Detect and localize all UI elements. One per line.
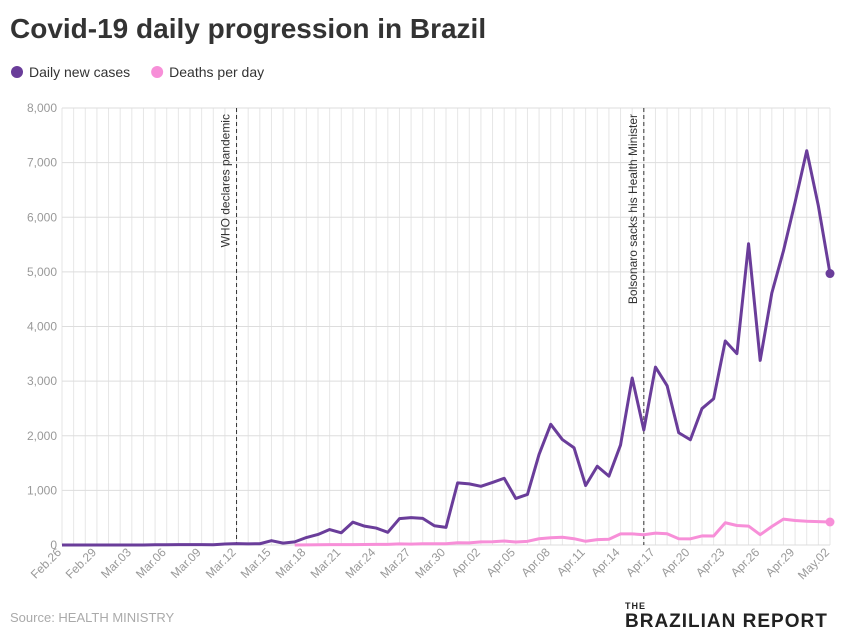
chart-title: Covid-19 daily progression in Brazil — [10, 13, 486, 44]
y-tick-label: 0 — [50, 538, 57, 552]
x-tick-label: Mar.18 — [273, 545, 309, 581]
x-tick-label: Mar.06 — [133, 545, 169, 581]
end-point — [825, 517, 835, 527]
x-tick-label: Apr.11 — [554, 545, 588, 579]
annotation-label: WHO declares pandemic — [219, 114, 233, 247]
x-tick-label: Apr.14 — [588, 545, 623, 580]
x-tick-label: Mar.30 — [412, 545, 448, 581]
y-tick-label: 1,000 — [27, 483, 57, 497]
brand-main: BRAZILIAN REPORT — [625, 611, 828, 632]
legend-swatch — [11, 66, 23, 78]
y-tick-label: 8,000 — [27, 101, 57, 115]
x-tick-label: Apr.02 — [449, 545, 484, 580]
y-tick-label: 2,000 — [27, 429, 57, 443]
x-tick-label: Mar.12 — [203, 545, 239, 581]
x-tick-label: Mar.09 — [168, 545, 204, 581]
legend-swatch — [151, 66, 164, 78]
y-tick-label: 3,000 — [27, 374, 57, 388]
series-line — [294, 517, 831, 547]
y-tick-label: 5,000 — [27, 265, 57, 279]
brand-top: THE — [625, 601, 646, 611]
series-line — [61, 149, 832, 547]
x-tick-label: Feb.26 — [28, 545, 65, 582]
x-tick-label: Apr.08 — [518, 545, 553, 580]
end-point — [825, 269, 835, 279]
y-tick-label: 6,000 — [27, 210, 57, 224]
x-tick-label: Apr.17 — [623, 545, 658, 580]
x-tick-label: Apr.20 — [658, 545, 693, 580]
x-tick-label: Mar.24 — [342, 545, 378, 581]
x-tick-label: May.02 — [795, 545, 832, 582]
x-tick-label: Feb.29 — [63, 545, 100, 582]
x-tick-label: Mar.21 — [308, 545, 344, 581]
x-tick-label: Apr.26 — [728, 545, 763, 580]
y-tick-label: 4,000 — [27, 320, 57, 334]
x-tick-label: Mar.15 — [238, 545, 274, 581]
legend-label: Daily new cases — [29, 64, 130, 80]
annotation-label: Bolsonaro sacks his Health Minister — [626, 114, 640, 304]
x-tick-label: Apr.29 — [763, 545, 798, 580]
y-tick-label: 7,000 — [27, 156, 57, 170]
source: Source: HEALTH MINISTRY — [10, 610, 175, 625]
legend-label: Deaths per day — [169, 64, 264, 80]
x-tick-label: Apr.23 — [693, 545, 728, 580]
x-tick-label: Mar.27 — [377, 545, 413, 581]
x-tick-label: Apr.05 — [484, 545, 519, 580]
x-tick-label: Mar.03 — [98, 545, 134, 581]
